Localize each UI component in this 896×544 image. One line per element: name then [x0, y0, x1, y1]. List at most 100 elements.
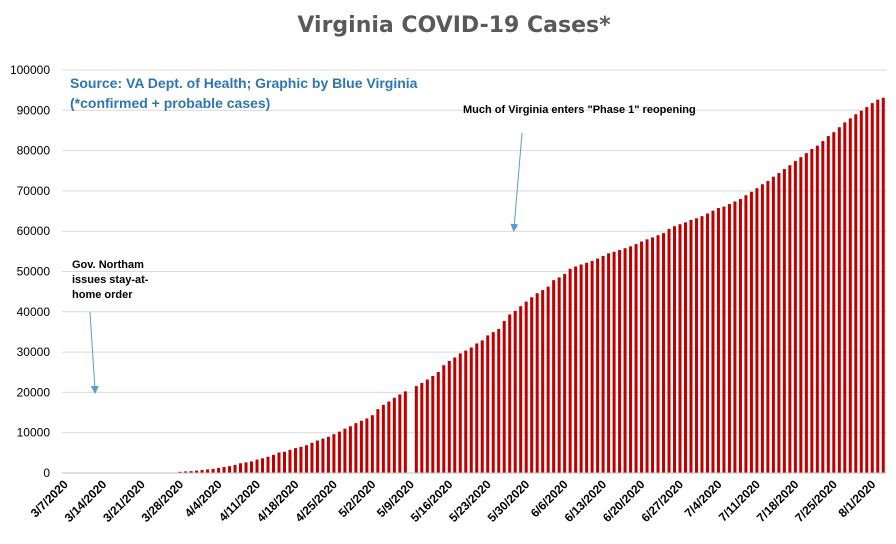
bar [601, 255, 605, 473]
bar [876, 99, 880, 474]
bar [277, 452, 281, 473]
bar [810, 149, 814, 473]
bar [563, 273, 567, 473]
bar [420, 382, 424, 473]
bar [211, 468, 215, 473]
bar [596, 258, 600, 473]
bar [821, 141, 825, 473]
bar [266, 456, 270, 473]
y-tick-label: 20000 [17, 385, 51, 399]
bar [530, 297, 534, 473]
bar [244, 462, 248, 473]
bar [425, 379, 429, 473]
bar [832, 132, 836, 473]
bar [766, 181, 770, 474]
bar [343, 428, 347, 473]
bar [414, 386, 418, 473]
annotations: Gov. Northam issues stay-at-home order Muc… [72, 104, 696, 394]
bar [348, 426, 352, 473]
bar [788, 165, 792, 473]
bar [475, 343, 479, 473]
bars [178, 97, 885, 474]
bar [541, 290, 545, 473]
bar [760, 184, 764, 473]
bar [662, 233, 666, 473]
bar [854, 114, 858, 474]
bar [261, 458, 265, 473]
x-tick-label: 8/1/2020 [835, 477, 878, 520]
bar [524, 301, 528, 473]
bar [359, 420, 363, 473]
bar [552, 280, 556, 473]
bar [469, 347, 473, 473]
bar [332, 434, 336, 473]
annotation-stay-at-home: issues stay-at- [72, 274, 149, 286]
bar [387, 401, 391, 473]
annotation-stay-at-home: home order [72, 289, 133, 301]
bar [574, 266, 578, 473]
x-axis: 3/7/20203/14/20203/21/20203/28/20204/4/2… [28, 477, 879, 525]
bar [678, 224, 682, 473]
bar [315, 440, 319, 473]
bar [755, 188, 759, 473]
gridlines [62, 69, 886, 434]
bar [502, 320, 506, 473]
bar [326, 436, 330, 473]
bar [442, 365, 446, 473]
bar [310, 442, 314, 473]
bar [486, 335, 490, 473]
y-tick-label: 100000 [10, 63, 50, 77]
bar [365, 418, 369, 473]
y-axis: 0 10000 20000 30000 40000 50000 60000 70000 8000… [10, 63, 50, 480]
bar [590, 260, 594, 473]
bar [738, 199, 742, 473]
bar [722, 206, 726, 474]
bar [623, 248, 627, 473]
bar [744, 195, 748, 473]
y-tick-label: 0 [43, 466, 50, 480]
y-tick-label: 40000 [17, 305, 51, 319]
bar [568, 268, 572, 473]
bar [826, 136, 830, 473]
bar [337, 431, 341, 473]
bar [705, 213, 709, 473]
bar [293, 448, 297, 473]
bar [189, 471, 193, 473]
bar [458, 353, 462, 473]
x-tick-label: 5/30/2020 [485, 477, 533, 525]
bar [557, 277, 561, 473]
bar [881, 97, 885, 473]
bar [480, 340, 484, 473]
bar [206, 469, 210, 473]
bar [749, 191, 753, 473]
chart-title: Virginia COVID-19 Cases* [297, 13, 611, 38]
bar [733, 201, 737, 474]
bar [837, 127, 841, 473]
bar [815, 145, 819, 474]
x-tick-label: 5/2/2020 [336, 477, 379, 520]
bar [392, 397, 396, 473]
bar [228, 466, 232, 473]
bar [239, 463, 243, 473]
annotation-arrow [89, 311, 99, 394]
bar [793, 160, 797, 473]
bar [804, 153, 808, 473]
bar [436, 371, 440, 473]
bar [288, 449, 292, 473]
bar [546, 286, 550, 473]
bar [700, 216, 704, 473]
y-tick-label: 10000 [17, 426, 51, 440]
bar [585, 262, 589, 473]
bar [271, 454, 275, 473]
bar [513, 310, 517, 473]
bar [689, 219, 693, 473]
bar [629, 246, 633, 473]
bar [519, 306, 523, 473]
y-tick-label: 70000 [17, 184, 51, 198]
bar [217, 467, 221, 473]
bar [200, 470, 204, 473]
bar [535, 293, 539, 473]
bar [607, 253, 611, 473]
bar [354, 423, 358, 473]
